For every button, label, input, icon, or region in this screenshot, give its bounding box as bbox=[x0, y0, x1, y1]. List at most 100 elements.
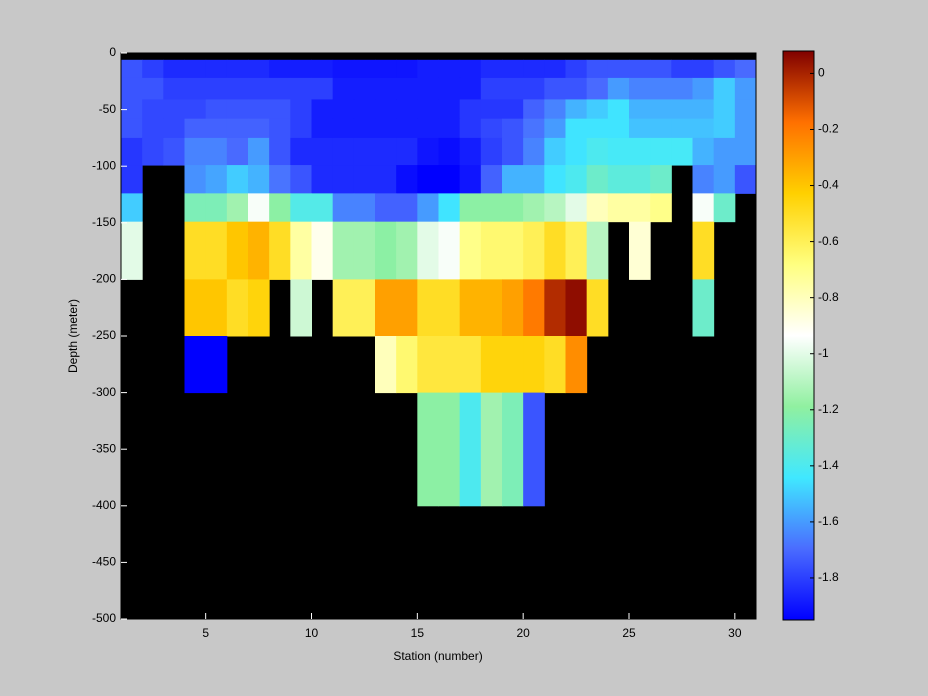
heatmap-cell bbox=[290, 137, 312, 166]
heatmap-cell bbox=[544, 336, 566, 394]
heatmap-cell bbox=[459, 336, 482, 394]
heatmap-cell bbox=[607, 59, 630, 79]
heatmap-cell bbox=[502, 221, 524, 280]
heatmap-cell bbox=[184, 77, 207, 100]
x-tick-label: 10 bbox=[305, 626, 319, 640]
heatmap-cell bbox=[417, 59, 439, 79]
heatmap-cell bbox=[502, 336, 524, 394]
heatmap-cell bbox=[205, 99, 228, 120]
heatmap-cell bbox=[713, 137, 736, 166]
heatmap-cell bbox=[544, 279, 566, 337]
heatmap-cell bbox=[226, 99, 249, 120]
heatmap-cell bbox=[544, 99, 566, 120]
heatmap-cell bbox=[121, 165, 143, 194]
heatmap-cell bbox=[734, 99, 757, 120]
heatmap-cell bbox=[121, 221, 143, 280]
heatmap-cell bbox=[734, 165, 757, 194]
heatmap-cell bbox=[269, 99, 291, 120]
heatmap-cell bbox=[375, 193, 397, 223]
heatmap-cell bbox=[205, 336, 228, 394]
heatmap-cell bbox=[629, 118, 651, 139]
heatmap-cell bbox=[544, 165, 566, 194]
heatmap-cell bbox=[523, 99, 545, 120]
heatmap-cell bbox=[438, 59, 461, 79]
y-tick-label: -200 bbox=[92, 272, 116, 286]
heatmap-cell bbox=[607, 137, 630, 166]
heatmap-cell bbox=[205, 193, 228, 223]
heatmap-cell bbox=[650, 165, 672, 194]
heatmap-cell bbox=[438, 279, 461, 337]
heatmap-cell bbox=[311, 137, 334, 166]
heatmap-cell bbox=[290, 118, 312, 139]
heatmap-cell bbox=[438, 336, 461, 394]
heatmap-cell bbox=[290, 279, 312, 337]
heatmap-cell bbox=[523, 336, 545, 394]
heatmap-cell bbox=[248, 99, 270, 120]
heatmap-cell bbox=[544, 118, 566, 139]
heatmap-cell bbox=[184, 165, 207, 194]
heatmap-cell bbox=[480, 118, 503, 139]
heatmap-cell bbox=[586, 165, 609, 194]
heatmap-cell bbox=[353, 165, 376, 194]
y-tick-label: -350 bbox=[92, 441, 116, 455]
heatmap-cell bbox=[163, 137, 185, 166]
heatmap-cell bbox=[375, 137, 397, 166]
heatmap-cell bbox=[523, 221, 545, 280]
heatmap-cell bbox=[226, 59, 249, 79]
heatmap-cell bbox=[586, 221, 609, 280]
heatmap-cell bbox=[226, 118, 249, 139]
heatmap-cell bbox=[459, 221, 482, 280]
heatmap-cell bbox=[184, 99, 207, 120]
heatmap-cell bbox=[671, 99, 693, 120]
heatmap-cell bbox=[417, 77, 439, 100]
heatmap-cell bbox=[480, 221, 503, 280]
heatmap-cell bbox=[332, 193, 355, 223]
y-tick-label: -250 bbox=[92, 328, 116, 342]
heatmap-cell bbox=[248, 77, 270, 100]
heatmap-cell bbox=[502, 118, 524, 139]
heatmap-cell bbox=[671, 118, 693, 139]
heatmap-cell bbox=[226, 137, 249, 166]
heatmap-cell bbox=[375, 118, 397, 139]
heatmap-cell bbox=[353, 118, 376, 139]
heatmap-cell bbox=[607, 118, 630, 139]
heatmap-cell bbox=[248, 193, 270, 223]
heatmap-cell bbox=[734, 77, 757, 100]
heatmap-cell bbox=[586, 118, 609, 139]
heatmap-cell bbox=[502, 137, 524, 166]
heatmap-cell bbox=[480, 392, 503, 507]
heatmap-cell bbox=[565, 336, 588, 394]
heatmap-cell bbox=[480, 77, 503, 100]
heatmap-cell bbox=[311, 193, 334, 223]
colorbar-tick-label: -1.6 bbox=[818, 514, 839, 528]
heatmap-cell bbox=[311, 118, 334, 139]
heatmap-cell bbox=[290, 59, 312, 79]
heatmap-cell bbox=[629, 77, 651, 100]
heatmap-cell bbox=[607, 99, 630, 120]
heatmap-cell bbox=[121, 118, 143, 139]
y-tick-label: 0 bbox=[109, 45, 116, 59]
heatmap-cell bbox=[205, 221, 228, 280]
heatmap-cell bbox=[438, 193, 461, 223]
heatmap-cell bbox=[417, 99, 439, 120]
y-tick-label: -50 bbox=[99, 102, 117, 116]
heatmap-cell bbox=[417, 279, 439, 337]
heatmap-cell bbox=[438, 77, 461, 100]
heatmap-cell bbox=[184, 118, 207, 139]
colorbar bbox=[782, 50, 815, 621]
x-tick-label: 30 bbox=[728, 626, 742, 640]
heatmap-cell bbox=[459, 99, 482, 120]
heatmap-cell bbox=[290, 165, 312, 194]
y-axis-label: Depth (meter) bbox=[66, 299, 80, 373]
heatmap-cell bbox=[438, 392, 461, 507]
x-tick-label: 25 bbox=[622, 626, 636, 640]
heatmap-cell bbox=[248, 59, 270, 79]
heatmap-cell bbox=[332, 221, 355, 280]
colorbar-tick-label: -0.6 bbox=[818, 234, 839, 248]
heatmap-cell bbox=[332, 118, 355, 139]
heatmap-cell bbox=[332, 279, 355, 337]
heatmap-cell bbox=[375, 336, 397, 394]
heatmap-cell bbox=[734, 137, 757, 166]
heatmap-cell bbox=[163, 99, 185, 120]
heatmap-cell bbox=[629, 165, 651, 194]
